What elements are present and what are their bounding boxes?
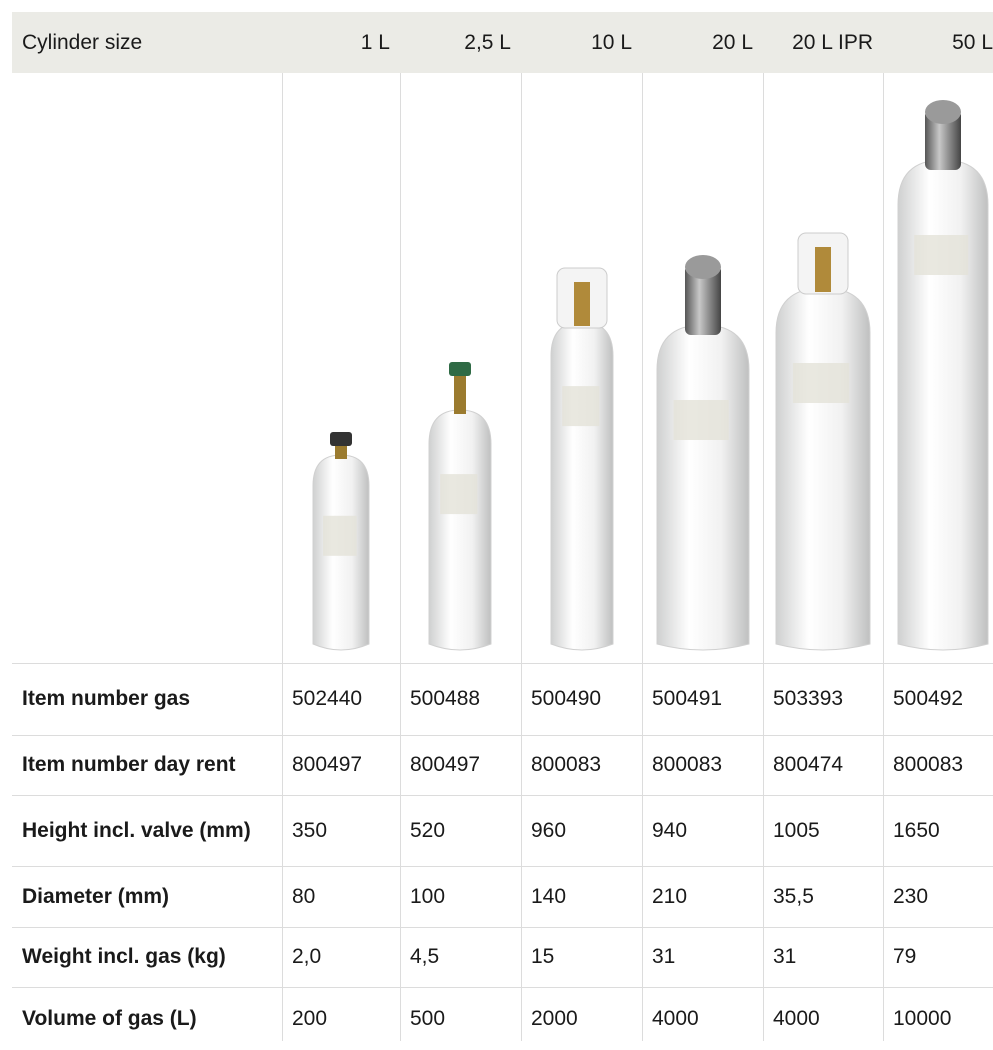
column-header: 1 L	[282, 12, 400, 73]
table-cell: 35,5	[763, 866, 883, 927]
row-label: Height incl. valve (mm)	[12, 795, 282, 866]
cylinder-body	[898, 160, 988, 650]
table-cell: 31	[642, 927, 763, 987]
table-cell: 230	[883, 866, 993, 927]
cylinder-body	[776, 288, 870, 650]
cylinder-label	[562, 386, 599, 426]
cylinder-body	[657, 325, 749, 650]
table-cell: 940	[642, 795, 763, 866]
row-label: Diameter (mm)	[12, 866, 282, 927]
cylinder-label	[914, 235, 968, 275]
table-cell: 31	[763, 927, 883, 987]
table-cell: 800474	[763, 735, 883, 795]
column-header: 20 L	[642, 12, 763, 73]
table-cell: 800083	[642, 735, 763, 795]
table-cell: 4,5	[400, 927, 521, 987]
table-cell: 210	[642, 866, 763, 927]
valve	[574, 282, 590, 326]
table-cell: 960	[521, 795, 642, 866]
table-cell: 15	[521, 927, 642, 987]
valve-handle	[449, 362, 471, 376]
cylinder-cap-top	[685, 255, 721, 279]
page: Cylinder size1 L2,5 L10 L20 L20 L IPR50 …	[0, 0, 993, 1041]
cylinder-label	[440, 474, 477, 514]
valve-handle	[330, 432, 352, 446]
table-cell: 502440	[282, 663, 400, 735]
table-cell: 79	[883, 927, 993, 987]
column-header: 10 L	[521, 12, 642, 73]
cylinder-cap-top	[925, 100, 961, 124]
table-cell: 1005	[763, 795, 883, 866]
row-label: Item number day rent	[12, 735, 282, 795]
table-cell: 500488	[400, 663, 521, 735]
table-cell: 2,0	[282, 927, 400, 987]
table-cell: 800497	[282, 735, 400, 795]
table-cell: 520	[400, 795, 521, 866]
table-cell: 500492	[883, 663, 993, 735]
table-cell: 1650	[883, 795, 993, 866]
valve	[815, 247, 831, 292]
cylinder-label	[674, 400, 729, 440]
table-cell: 100	[400, 866, 521, 927]
table-cell: 500491	[642, 663, 763, 735]
table-cell: 140	[521, 866, 642, 927]
row-label: Item number gas	[12, 663, 282, 735]
table-cell: 800497	[400, 735, 521, 795]
table-cell: 80	[282, 866, 400, 927]
cylinder-label	[323, 516, 357, 556]
cylinder-body	[551, 322, 613, 650]
table-cell: 800083	[883, 735, 993, 795]
cylinder-label	[793, 363, 849, 403]
table-cell: 350	[282, 795, 400, 866]
row-label: Weight incl. gas (kg)	[12, 927, 282, 987]
table-cell: 503393	[763, 663, 883, 735]
table-cell: 500490	[521, 663, 642, 735]
cylinder-body	[429, 410, 491, 650]
column-header: 20 L IPR	[763, 12, 883, 73]
column-header: 2,5 L	[400, 12, 521, 73]
header-label: Cylinder size	[12, 12, 282, 73]
table-cell: 800083	[521, 735, 642, 795]
column-header: 50 L	[883, 12, 993, 73]
valve	[454, 372, 466, 414]
